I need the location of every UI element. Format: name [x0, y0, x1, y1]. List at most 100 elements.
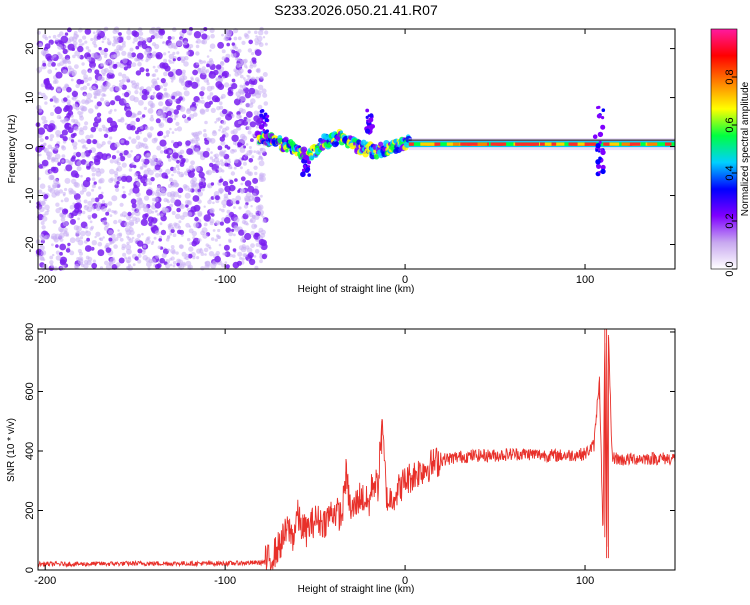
spectrogram-noise-point — [141, 158, 145, 163]
spectrogram-noise-point — [39, 183, 46, 189]
spectrogram-noise-point — [214, 238, 218, 242]
spectrogram-y-tick-label: 20 — [24, 42, 36, 54]
spectrogram-noise-point — [134, 90, 139, 95]
spectrogram-noise-point — [194, 188, 199, 192]
spectrogram-noise-point — [221, 169, 225, 173]
spectrogram-noise-point — [234, 69, 239, 74]
spectrogram-signal-point — [334, 141, 340, 146]
spectrogram-noise-point — [209, 162, 214, 168]
spectrogram-noise-point — [255, 119, 262, 126]
spectrogram-noise-point — [139, 131, 142, 135]
spectrogram-noise-point — [74, 50, 81, 57]
spectrogram-noise-point — [154, 230, 160, 236]
spectrogram-noise-point — [241, 157, 245, 161]
spectrogram-noise-point — [118, 257, 125, 264]
spectrogram-noise-point — [156, 158, 162, 164]
spectrogram-noise-point — [37, 162, 41, 166]
spectrogram-noise-point — [172, 261, 177, 265]
spectrogram-noise-point — [255, 92, 262, 99]
spectrogram-noise-point — [65, 248, 71, 253]
spectrogram-noise-point — [119, 79, 122, 83]
spectrogram-noise-point — [126, 241, 130, 245]
spectrogram-noise-point — [122, 40, 126, 45]
spectrogram-noise-point — [209, 70, 214, 75]
spectrogram-noise-point — [247, 130, 252, 135]
spectrogram-noise-point — [96, 143, 102, 149]
spectrogram-noise-point — [253, 255, 257, 258]
spectrogram-noise-point — [123, 66, 128, 71]
spectrogram-noise-point — [86, 82, 90, 87]
spectrogram-noise-point — [104, 84, 110, 90]
spectrogram-noise-point — [95, 167, 101, 173]
spectrogram-noise-point — [102, 236, 105, 239]
spectrogram-noise-point — [90, 37, 94, 42]
spectrogram-noise-point — [67, 27, 72, 33]
spectrogram-noise-point — [160, 187, 166, 193]
spectrogram-noise-point — [141, 94, 148, 101]
spectrogram-noise-point — [153, 197, 159, 203]
spectrogram-noise-point — [118, 32, 122, 36]
spectrogram-noise-point — [73, 33, 79, 40]
spectrogram-noise-point — [251, 52, 255, 56]
spectrogram-noise-point — [224, 261, 228, 264]
spectrogram-noise-point — [124, 91, 130, 98]
carrier-peak-segment — [460, 142, 467, 146]
carrier-peak-segment — [516, 142, 526, 146]
spectrogram-noise-point — [218, 189, 222, 193]
spectrogram-spur-point — [259, 113, 264, 118]
spectrogram-noise-point — [91, 172, 96, 177]
spectrogram-noise-point — [129, 95, 136, 102]
spectrogram-noise-point — [163, 52, 167, 56]
spectrogram-noise-point — [127, 256, 131, 260]
spectrogram-noise-point — [255, 205, 262, 212]
spectrogram-noise-point — [59, 243, 67, 251]
spectrogram-noise-point — [82, 210, 86, 215]
spectrogram-noise-point — [195, 103, 199, 107]
spectrogram-noise-point — [142, 114, 146, 118]
spectrogram-noise-point — [206, 147, 211, 152]
spectrogram-noise-point — [127, 236, 131, 241]
carrier-disturbance-point — [598, 156, 602, 161]
spectrogram-noise-point — [260, 158, 264, 161]
spectrogram-noise-point — [178, 220, 182, 224]
spectrogram-noise-point — [193, 204, 201, 212]
spectrogram-noise-point — [148, 95, 152, 99]
spectrogram-noise-point — [77, 239, 84, 246]
spectrogram-noise-point — [113, 210, 117, 214]
carrier-disturbance-point — [596, 113, 602, 119]
spectrogram-noise-point — [84, 245, 92, 252]
spectrogram-noise-point — [63, 227, 68, 232]
spectrogram-noise-point — [91, 188, 95, 192]
spectrogram-noise-point — [237, 251, 243, 257]
spectrogram-noise-point — [152, 73, 157, 77]
spectrogram-noise-point — [48, 60, 52, 64]
spectrogram-noise-point — [237, 48, 242, 54]
spectrogram-noise-point — [169, 232, 173, 236]
carrier-peak-segment — [551, 142, 557, 146]
spectrogram-x-tick-label: -100 — [214, 274, 236, 286]
spectrogram-noise-point — [64, 187, 68, 192]
spectrogram-noise-point — [102, 126, 108, 132]
spectrogram-noise-point — [59, 134, 64, 139]
spectrogram-noise-point — [98, 88, 103, 93]
spectrogram-noise-point — [173, 98, 177, 102]
spectrogram-noise-point — [74, 263, 80, 270]
spectrogram-noise-point — [59, 207, 64, 211]
snr-series-line — [37, 329, 676, 571]
spectrogram-noise-point — [126, 29, 132, 35]
spectrogram-noise-point — [201, 69, 208, 75]
spectrogram-noise-point — [98, 193, 104, 200]
spectrogram-noise-point — [60, 217, 66, 222]
spectrogram-noise-point — [190, 76, 194, 80]
spectrogram-noise-point — [196, 248, 202, 254]
spectrogram-noise-point — [155, 264, 160, 269]
spectrogram-noise-point — [134, 84, 140, 90]
spectrogram-noise-point — [196, 38, 202, 44]
spectrogram-noise-point — [145, 59, 149, 63]
spectrogram-noise-point — [91, 213, 98, 219]
spectrogram-noise-point — [180, 56, 186, 62]
spectrogram-noise-point — [220, 159, 224, 163]
spectrogram-y-tick-label: 10 — [24, 91, 36, 103]
spectrogram-noise-point — [50, 112, 54, 116]
spectrogram-noise-point — [224, 82, 230, 88]
